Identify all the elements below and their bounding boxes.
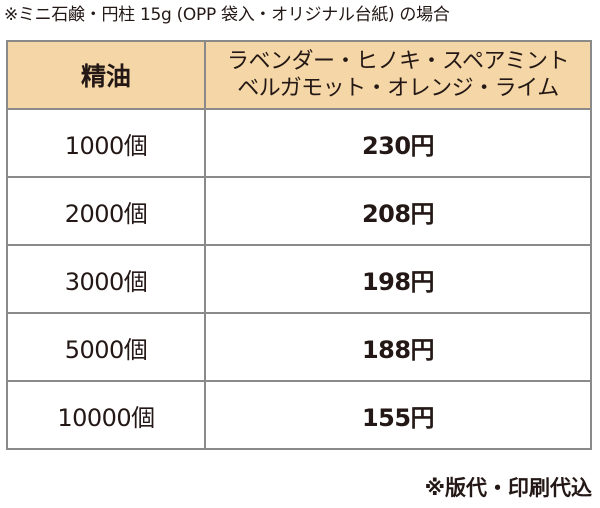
table-row: 2000個 208円 <box>6 176 592 246</box>
header-scents-line-1: ラベンダー・ヒノキ・スペアミント <box>226 49 570 74</box>
price-cell: 208円 <box>204 176 592 246</box>
quantity-cell: 2000個 <box>6 176 206 246</box>
price-cell: 188円 <box>204 312 592 382</box>
quantity-cell: 5000個 <box>6 312 206 382</box>
table-caption: ※ミニ石鹸・円柱 15g (OPP 袋入・オリジナル台紙) の場合 <box>4 5 450 25</box>
table-header-row: 精油 ラベンダー・ヒノキ・スペアミント ベルガモット・オレンジ・ライム <box>6 40 592 110</box>
table-row: 1000個 230円 <box>6 108 592 178</box>
footnote: ※版代・印刷代込 <box>424 476 592 500</box>
quantity-cell: 3000個 <box>6 244 206 314</box>
price-cell: 230円 <box>204 108 592 178</box>
quantity-cell: 10000個 <box>6 380 206 450</box>
header-scents-line-2: ベルガモット・オレンジ・ライム <box>237 76 559 101</box>
header-scents: ラベンダー・ヒノキ・スペアミント ベルガモット・オレンジ・ライム <box>204 40 592 110</box>
quantity-cell: 1000個 <box>6 108 206 178</box>
price-cell: 155円 <box>204 380 592 450</box>
price-table: 精油 ラベンダー・ヒノキ・スペアミント ベルガモット・オレンジ・ライム 1000… <box>6 40 592 450</box>
table-row: 10000個 155円 <box>6 380 592 450</box>
header-essential-oil-label: 精油 <box>80 62 131 91</box>
header-essential-oil: 精油 <box>6 40 206 110</box>
price-cell: 198円 <box>204 244 592 314</box>
table-row: 5000個 188円 <box>6 312 592 382</box>
table-row: 3000個 198円 <box>6 244 592 314</box>
